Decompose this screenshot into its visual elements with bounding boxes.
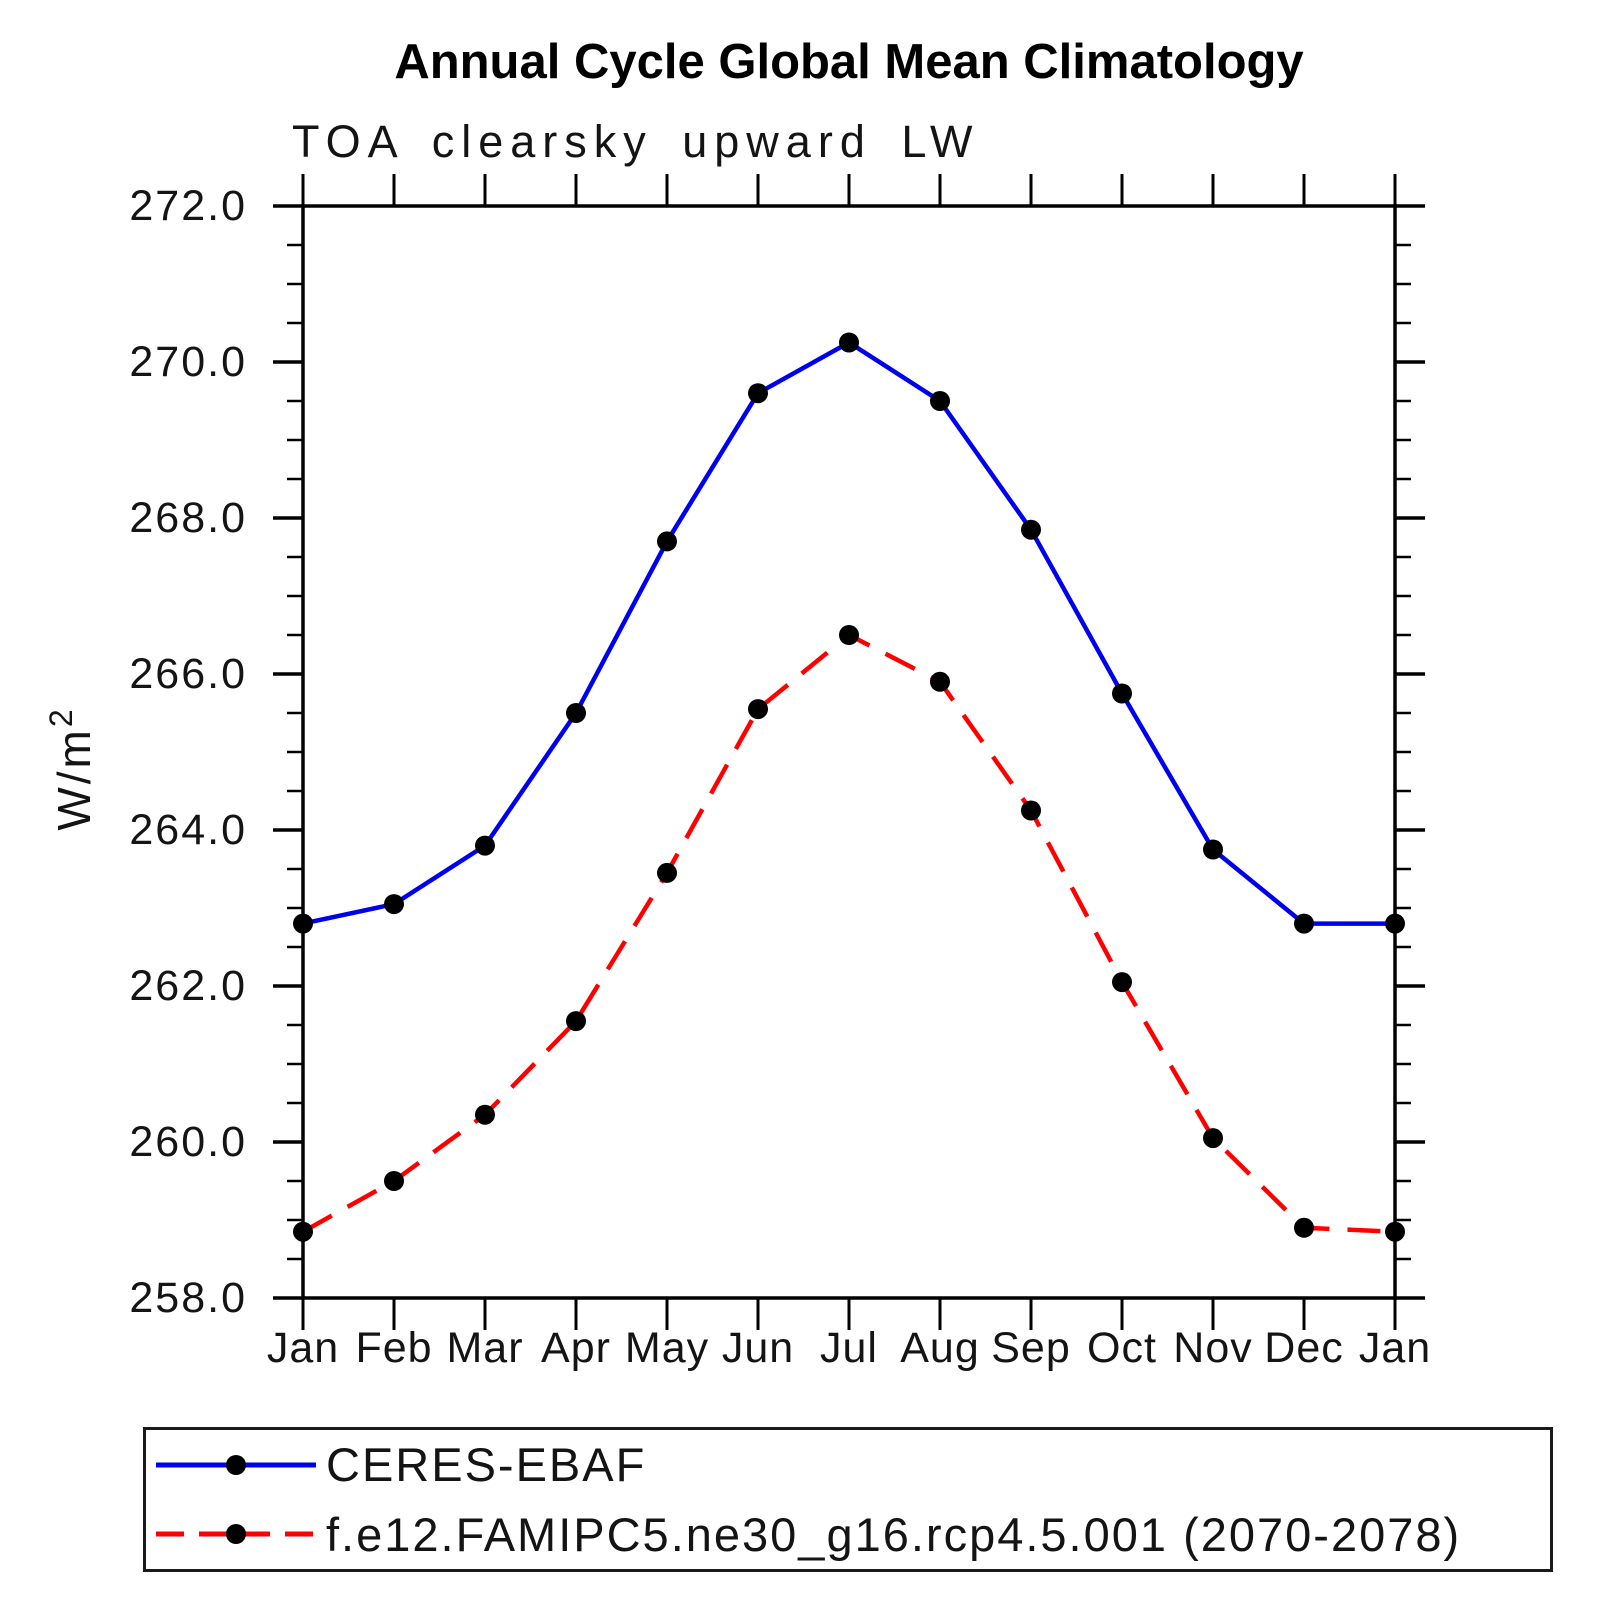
data-point-marker — [1112, 683, 1132, 704]
y-axis-tick-label: 264.0 — [129, 806, 247, 854]
y-axis-tick-label: 270.0 — [129, 338, 247, 386]
data-point-marker — [475, 1104, 495, 1125]
data-point-marker — [1021, 800, 1041, 821]
x-axis-tick-label: Nov — [1173, 1324, 1252, 1372]
data-point-marker — [475, 835, 495, 856]
data-point-marker — [1112, 972, 1132, 993]
x-axis-tick-label: May — [625, 1324, 709, 1372]
data-point-marker — [293, 913, 313, 934]
legend-marker-icon — [226, 1524, 246, 1545]
x-axis-tick-label: Jan — [267, 1324, 339, 1372]
x-axis-tick-label: Mar — [446, 1324, 523, 1372]
legend-line-sample-dashed — [156, 1524, 316, 1545]
y-axis-tick-label: 268.0 — [129, 494, 247, 542]
x-axis-tick-label: Feb — [355, 1324, 432, 1372]
data-point-marker — [657, 862, 677, 883]
data-point-marker — [1294, 1217, 1314, 1238]
y-axis-tick-label: 272.0 — [129, 182, 247, 230]
y-axis-tick-label: 260.0 — [129, 1118, 247, 1166]
x-axis-tick-label: Aug — [900, 1324, 980, 1372]
x-axis-tick-label: Oct — [1087, 1324, 1157, 1372]
data-point-marker — [748, 699, 768, 720]
data-point-marker — [748, 383, 768, 404]
legend: CERES-EBAF f.e12.FAMIPC5.ne30_g16.rcp4.5… — [143, 1427, 1553, 1572]
chart-title: Annual Cycle Global Mean Climatology — [394, 35, 1304, 89]
legend-marker-icon — [226, 1454, 246, 1475]
legend-line-sample-solid — [156, 1454, 316, 1475]
data-point-marker — [930, 671, 950, 692]
legend-item-model: f.e12.FAMIPC5.ne30_g16.rcp4.5.001 (2070-… — [152, 1507, 1462, 1561]
series-line-dashed — [301, 632, 1396, 1234]
legend-label-model: f.e12.FAMIPC5.ne30_g16.rcp4.5.001 (2070-… — [326, 1507, 1462, 1561]
chart-subtitle: TOA clearsky upward LW — [292, 116, 980, 167]
y-axis-tick-label: 266.0 — [129, 650, 247, 698]
legend-label-observation: CERES-EBAF — [326, 1438, 647, 1492]
data-point-marker — [1203, 1128, 1223, 1149]
x-axis-tick-label: Sep — [991, 1324, 1071, 1372]
axis-frame — [301, 204, 1397, 1300]
data-point-marker — [657, 531, 677, 552]
y-axis-tick-label: 262.0 — [129, 962, 247, 1010]
data-point-marker — [384, 1171, 404, 1191]
x-axis-tick-label: Jun — [722, 1324, 794, 1372]
data-point-marker — [839, 625, 859, 645]
y-axis-tick-label: 258.0 — [129, 1274, 247, 1322]
data-point-marker — [1385, 913, 1405, 934]
x-axis-tick-label: Dec — [1264, 1324, 1343, 1372]
x-axis-tick-label: Apr — [541, 1324, 611, 1372]
data-point-marker — [384, 894, 404, 915]
data-point-marker — [293, 1221, 313, 1242]
legend-item-observation: CERES-EBAF — [152, 1438, 647, 1492]
x-axis-tick-label: Jul — [820, 1324, 878, 1372]
data-point-marker — [566, 703, 586, 723]
data-point-marker — [930, 391, 950, 411]
data-point-marker — [839, 332, 859, 353]
data-point-marker — [1021, 519, 1041, 540]
data-point-marker — [1385, 1221, 1405, 1242]
data-point-marker — [1294, 913, 1314, 934]
data-point-marker — [566, 1011, 586, 1032]
data-point-marker — [1203, 839, 1223, 860]
x-axis-tick-label: Jan — [1359, 1324, 1431, 1372]
